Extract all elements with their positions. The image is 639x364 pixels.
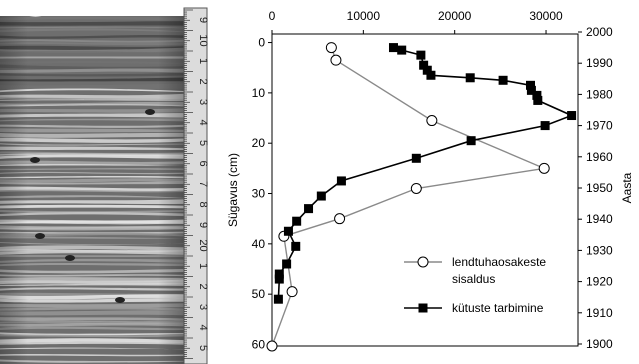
legend: lendtuhaosakeste sisaldus kütuste tarbimin… bbox=[404, 255, 546, 315]
data-point-circle bbox=[410, 182, 422, 194]
data-point-square bbox=[567, 111, 577, 121]
data-point-square bbox=[416, 50, 426, 60]
y-tick-label: 40 bbox=[252, 237, 266, 251]
legend-marker-circle bbox=[417, 256, 429, 268]
data-point-square bbox=[526, 85, 536, 95]
data-point-square bbox=[304, 204, 314, 214]
ruler: 9 10 1 2 3 4 5 6 7 8 9 20 1 2 3 4 5 bbox=[183, 7, 209, 364]
data-point-square bbox=[532, 90, 542, 100]
x-tick-label: 10000 bbox=[347, 9, 381, 23]
ruler-label: 3 bbox=[197, 304, 209, 310]
ruler-label: 7 bbox=[197, 181, 209, 187]
ruler-label: 9 bbox=[197, 17, 209, 23]
year-tick-label: 1910 bbox=[586, 306, 613, 320]
y-tick-label: 0 bbox=[258, 36, 265, 50]
data-point-circle bbox=[325, 42, 337, 54]
axes: 0 10000 20000 30000 0 10 20 30 40 50 60 2000 1990 198… bbox=[226, 9, 634, 351]
data-point-square bbox=[540, 121, 550, 131]
y-tick-label: 20 bbox=[252, 136, 266, 150]
y-tick-label: 10 bbox=[252, 86, 266, 100]
ruler-label: 2 bbox=[197, 283, 209, 289]
data-point-square bbox=[274, 274, 284, 284]
x-tick-label: 0 bbox=[269, 9, 276, 23]
data-point-square bbox=[273, 294, 283, 304]
data-point-circle bbox=[266, 340, 278, 352]
year-tick-label: 1920 bbox=[586, 275, 613, 289]
x-tick-label: 20000 bbox=[438, 9, 472, 23]
data-point-square bbox=[466, 136, 476, 146]
ruler-label: 1 bbox=[197, 263, 209, 269]
year-tick-label: 1960 bbox=[586, 150, 613, 164]
data-point-square bbox=[282, 259, 292, 269]
data-point-square bbox=[498, 75, 508, 85]
ruler-label: 4 bbox=[197, 324, 209, 330]
ruler-label: 8 bbox=[197, 201, 209, 207]
legend-marker-square bbox=[418, 303, 428, 313]
ruler-label: 3 bbox=[197, 99, 209, 105]
data-point-square bbox=[336, 176, 346, 186]
year-tick-label: 1990 bbox=[586, 56, 613, 70]
legend-label: sisaldus bbox=[452, 272, 495, 286]
data-point-square bbox=[283, 226, 293, 236]
data-point-square bbox=[419, 60, 429, 70]
data-point-square bbox=[422, 65, 432, 75]
data-point-square bbox=[316, 191, 326, 201]
year-tick-label: 1950 bbox=[586, 181, 613, 195]
y-axis-title: Sügavus (cm) bbox=[226, 153, 240, 227]
chart: 0 10000 20000 30000 0 10 20 30 40 50 60 2000 1990 198… bbox=[226, 9, 634, 352]
data-point-circle bbox=[538, 162, 550, 174]
y-tick-label: 30 bbox=[252, 187, 266, 201]
year-tick-label: 2000 bbox=[586, 25, 613, 39]
y-tick-label: 60 bbox=[252, 337, 266, 351]
legend-label: kütuste tarbimine bbox=[452, 301, 544, 315]
data-point-circle bbox=[330, 54, 342, 66]
data-point-square bbox=[465, 73, 475, 83]
year-tick-label: 1940 bbox=[586, 212, 613, 226]
data-point-square bbox=[291, 241, 301, 251]
ruler-label: 5 bbox=[197, 345, 209, 351]
data-point-square bbox=[526, 80, 536, 90]
ruler-label: 4 bbox=[197, 119, 209, 125]
data-point-square bbox=[397, 45, 407, 55]
data-point-square bbox=[292, 216, 302, 226]
data-point-circle bbox=[426, 115, 438, 127]
data-point-square bbox=[388, 43, 398, 53]
x-tick-label: 30000 bbox=[529, 9, 563, 23]
ruler-label: 2 bbox=[197, 78, 209, 84]
data-point-circle bbox=[286, 286, 298, 298]
ruler-label: 1 bbox=[197, 58, 209, 64]
ruler-label: 5 bbox=[197, 140, 209, 146]
data-point-square bbox=[411, 153, 421, 163]
data-point-circle bbox=[334, 213, 346, 225]
ruler-label: 10 bbox=[197, 34, 209, 46]
year-axis-title: Aasta bbox=[620, 172, 634, 203]
year-tick-label: 1930 bbox=[586, 243, 613, 257]
year-tick-label: 1980 bbox=[586, 87, 613, 101]
year-tick-label: 1900 bbox=[586, 337, 613, 351]
ruler-label: 20 bbox=[197, 239, 209, 251]
sediment-core-photo: 9 10 1 2 3 4 5 6 7 8 9 20 1 2 3 4 5 bbox=[0, 0, 215, 364]
data-point-square bbox=[426, 70, 436, 80]
year-tick-label: 1970 bbox=[586, 119, 613, 133]
plot-frame bbox=[271, 33, 579, 347]
y-tick-label: 50 bbox=[252, 287, 266, 301]
ruler-label: 6 bbox=[197, 160, 209, 166]
data-point-square bbox=[274, 269, 284, 279]
ruler-label: 9 bbox=[197, 222, 209, 228]
legend-label: lendtuhaosakeste bbox=[452, 255, 546, 269]
data-point-square bbox=[533, 95, 543, 105]
